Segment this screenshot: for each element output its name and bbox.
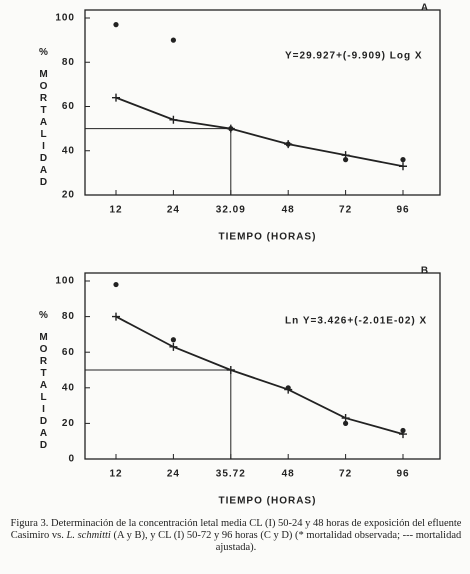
fitted-point (112, 312, 120, 321)
x-tick-label: 72 (339, 469, 352, 480)
y-tick-label: 60 (62, 101, 75, 112)
fitted-point (169, 342, 178, 351)
caption-species: L. schmitti (66, 530, 111, 541)
x-tick-label: 35.72 (216, 469, 246, 480)
fitted-point (112, 93, 120, 102)
fitted-point (399, 430, 407, 439)
fitted-point (169, 115, 178, 124)
observed-point (113, 22, 119, 28)
x-tick-label: 48 (282, 205, 295, 216)
fitted-line (115, 315, 404, 435)
y-tick-label: 20 (62, 190, 75, 201)
caption: Figura 3. Determinación de la concentrac… (10, 518, 462, 554)
x-tick-label: 24 (167, 205, 180, 216)
fitted-point (341, 151, 350, 160)
observed-point (170, 337, 176, 343)
x-tick-label: 72 (339, 205, 352, 216)
x-tick-label: 24 (167, 469, 180, 480)
x-tick-label: 12 (109, 205, 122, 216)
observed-point (400, 157, 406, 163)
y-tick-label: 40 (62, 145, 75, 156)
figure: 20 40 60 80 100 12 24 32.09 48 72 96 TIEMPO (HORAS)… (39, 3, 441, 507)
fitted-point (226, 366, 235, 374)
plot-frame (84, 9, 441, 196)
caption-text: Figura 3. Determinación de la concentrac… (10, 518, 462, 541)
y-tick-label: 40 (62, 382, 75, 393)
y-tick-label: 60 (62, 347, 75, 358)
x-axis-label: TIEMPO (HORAS) (219, 232, 317, 243)
y-tick-label: 100 (55, 276, 75, 287)
y-tick-label: 80 (62, 311, 75, 322)
observed-point (343, 157, 349, 163)
y-tick-label: 0 (68, 454, 75, 465)
observed-point (113, 281, 119, 288)
fitted-point (399, 162, 407, 171)
panel-label: B (421, 266, 429, 277)
fitted-point (341, 414, 350, 423)
panel-label: A (421, 3, 429, 14)
x-tick-label: 32.09 (216, 205, 246, 216)
observed-point (343, 420, 349, 426)
y-tick-label: 80 (62, 57, 75, 68)
equation: Ln Y=3.426+(-2.01E-02) X (285, 316, 427, 327)
y-tick-label: 100 (55, 13, 75, 24)
x-tick-label: 12 (109, 469, 122, 480)
caption-text: (A y B), y CL (I) 50-72 y 96 horas (C y … (110, 530, 462, 553)
x-tick-label: 96 (396, 469, 409, 480)
fitted-point (284, 140, 293, 149)
x-tick-label: 48 (282, 469, 295, 480)
fitted-point (226, 124, 235, 133)
y-axis-label: % M O R T A L I D A D (39, 310, 49, 451)
observed-point (170, 37, 176, 43)
fitted-point (284, 385, 293, 394)
x-tick-label: 96 (396, 205, 409, 216)
equation: Y=29.927+(-9.909) Log X (285, 51, 423, 62)
fitted-line (115, 96, 404, 168)
y-tick-label: 20 (62, 418, 75, 429)
y-axis-label: % M O R T A L I D A D (39, 47, 49, 188)
x-axis-label: TIEMPO (HORAS) (219, 496, 317, 507)
plot-frame (84, 272, 441, 460)
